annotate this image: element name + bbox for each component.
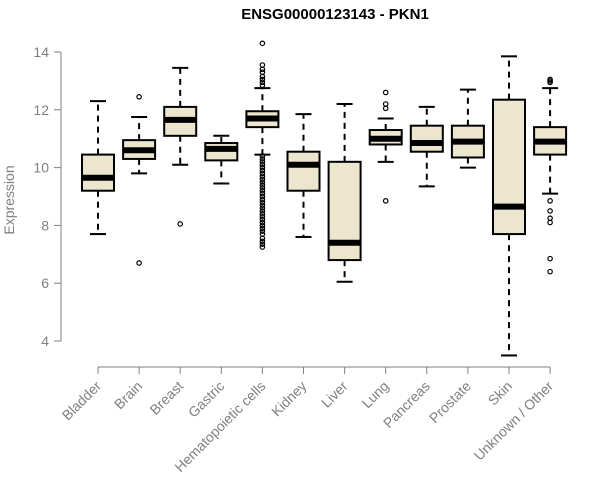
box-breast [163, 66, 198, 227]
outlier-point [259, 211, 266, 217]
box-brain [122, 93, 157, 266]
x-tick-label: Breast [146, 378, 186, 418]
outlier-point [259, 182, 266, 188]
outlier-point [259, 208, 266, 214]
outlier-point [259, 73, 266, 80]
outlier-point [259, 190, 266, 197]
x-tick-label: Lung [358, 378, 391, 411]
box-gastric [204, 134, 239, 185]
box-skin [492, 55, 526, 357]
x-tick-label: Brain [111, 378, 145, 412]
box-liver [327, 103, 362, 283]
iqr-box [492, 98, 526, 236]
outlier-point [259, 66, 266, 73]
outlier-point [136, 260, 142, 266]
outlier-point [259, 176, 266, 182]
y-axis-title: Expression [1, 165, 17, 234]
outlier-point [177, 221, 184, 227]
outlier-point [259, 79, 266, 86]
outlier-point [136, 93, 142, 100]
outlier-point [547, 198, 553, 204]
y-tick-label: 4 [41, 333, 49, 349]
outlier-point [259, 241, 266, 247]
outlier-point [259, 213, 266, 220]
outlier-point [259, 202, 266, 208]
box-pancreas [409, 105, 444, 188]
outlier-point [259, 205, 266, 211]
outlier-point [382, 198, 389, 204]
iqr-box [286, 150, 321, 192]
outlier-point [259, 238, 266, 245]
chart-title: ENSG00000123143 - PKN1 [241, 6, 429, 23]
y-tick-label: 6 [41, 275, 49, 291]
outlier-point [259, 235, 266, 242]
y-tick-label: 14 [33, 44, 49, 60]
outlier-point [259, 156, 266, 162]
x-tick-label: Skin [485, 378, 516, 409]
outlier-point [259, 196, 266, 203]
outlier-point [259, 219, 266, 226]
box-unknown-other [533, 76, 568, 275]
outlier-point [259, 222, 266, 229]
x-tick-label: Kidney [268, 378, 310, 420]
outlier-point [259, 167, 266, 174]
outlier-point [259, 225, 266, 232]
y-tick-label: 10 [33, 160, 49, 176]
y-axis: 4 6 8 10 12 14 [33, 44, 62, 349]
outlier-point [259, 82, 266, 89]
y-tick-label: 8 [41, 217, 49, 233]
outlier-point [259, 159, 266, 165]
outlier-point [547, 219, 553, 226]
outlier-point [259, 173, 266, 180]
boxes-layer [81, 40, 568, 357]
box-lung [368, 89, 403, 204]
outlier-point [259, 185, 266, 191]
outlier-point [259, 170, 266, 177]
outlier-point [259, 244, 266, 250]
outlier-point [259, 161, 266, 168]
outlier-point [547, 255, 553, 262]
x-tick-label: Liver [318, 378, 351, 411]
iqr-box [409, 124, 444, 153]
outlier-point [382, 89, 389, 96]
outlier-point [259, 216, 266, 223]
x-tick-label: Prostate [426, 378, 474, 426]
outlier-point [547, 208, 553, 214]
outlier-point [259, 187, 266, 194]
outlier-point [259, 199, 266, 206]
outlier-point [547, 79, 553, 86]
outlier-point [259, 76, 266, 83]
outlier-point [382, 105, 389, 112]
y-tick-label: 12 [33, 102, 49, 118]
iqr-box [81, 153, 115, 192]
x-tick-label: Bladder [59, 378, 105, 424]
outlier-point [259, 164, 266, 171]
box-hematopoietic-cells [245, 40, 280, 250]
outlier-point [259, 153, 266, 159]
outlier-point [259, 179, 266, 185]
outlier-point [547, 268, 553, 275]
outlier-point [259, 193, 266, 200]
box-kidney [286, 113, 321, 238]
box-bladder [81, 100, 115, 236]
outlier-point [259, 40, 266, 47]
outlier-point [259, 228, 266, 234]
box-prostate [450, 88, 485, 169]
